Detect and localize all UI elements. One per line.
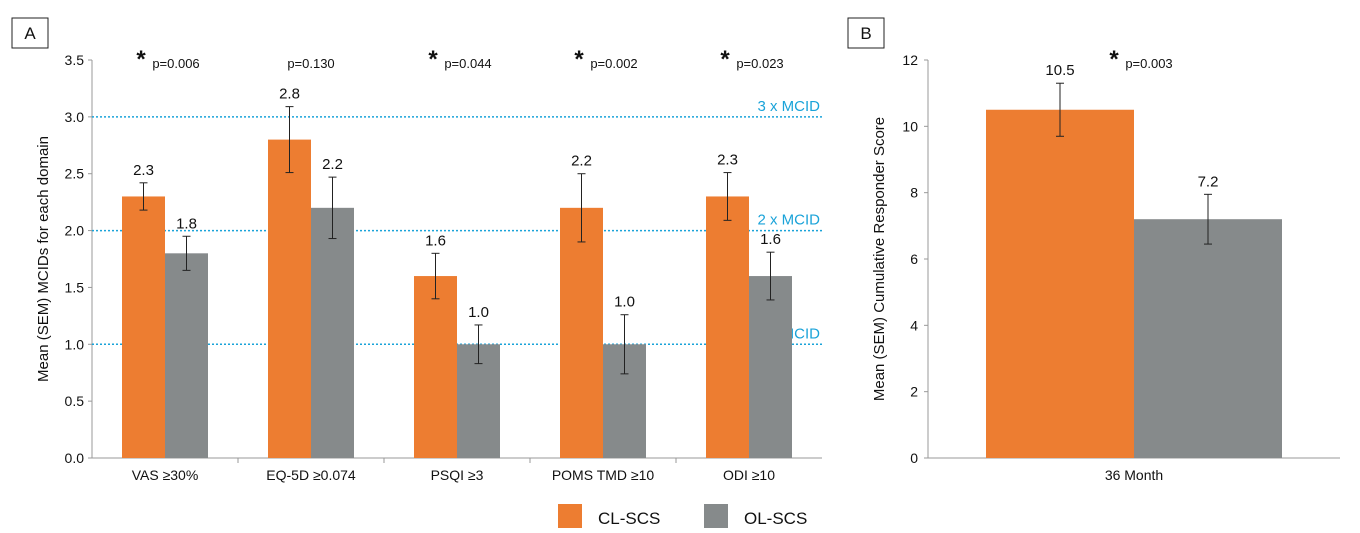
legend: CL-SCS OL-SCS — [558, 504, 807, 528]
panel-a-data-label: 2.3 — [133, 162, 154, 179]
panel-a-x-tick-label: EQ-5D ≥0.074 — [266, 467, 356, 483]
panel-a-y-tick-label: 3.0 — [65, 109, 85, 125]
panel-a-data-label: 2.2 — [571, 153, 592, 170]
panel-a-y-tick-label: 0.5 — [65, 393, 85, 409]
panel-b-data-label: 10.5 — [1045, 62, 1074, 79]
panel-a-p-value: p=0.023 — [736, 56, 783, 71]
panel-a-x-tick-label: ODI ≥10 — [723, 467, 775, 483]
panel-a-bar-cl-scs — [268, 139, 311, 458]
panel-a-mcid-label: 2 x MCID — [757, 212, 820, 229]
panel-a-y-axis-label: Mean (SEM) MCIDs for each domain — [35, 136, 52, 382]
panel-a-bar-cl-scs — [706, 196, 749, 458]
panel-b-p-value: p=0.003 — [1125, 56, 1172, 71]
panel-a-bar-ol-scs — [165, 253, 208, 458]
panel-a-data-label: 2.2 — [322, 156, 343, 173]
legend-swatch-ol-scs — [704, 504, 728, 528]
panel-b-significance-star: * — [1109, 46, 1119, 73]
panel-b-y-tick-label: 2 — [910, 384, 918, 400]
panel-a-label: A — [24, 24, 36, 43]
panel-a-data-label: 1.6 — [760, 231, 781, 248]
panel-a-data-label: 2.8 — [279, 86, 300, 103]
panel-a-bar-cl-scs — [122, 196, 165, 458]
panel-a-y-tick-label: 2.5 — [65, 166, 85, 182]
panel-b-label-box — [847, 17, 885, 49]
panel-b-x-tick-label: 36 Month — [1105, 467, 1163, 483]
panel-a: 0.0 0.5 1.0 1.5 2.0 2.5 3.0 3.5 Mean (SEM) MCIDs… — [35, 46, 822, 483]
panel-b-y-axis-label: Mean (SEM) Cumulative Responder Score — [871, 117, 888, 401]
panel-b-y-tick-label: 10 — [902, 118, 918, 134]
panel-b-bar-cl-scs — [986, 109, 1134, 458]
panel-a-data-label: 1.0 — [614, 294, 635, 311]
panel-a-bar-ol-scs — [749, 276, 792, 458]
legend-swatch-cl-scs — [558, 504, 582, 528]
panel-b-y-tick-label: 6 — [910, 251, 918, 267]
panel-a-data-label: 1.0 — [468, 304, 489, 321]
legend-label-cl-scs: CL-SCS — [598, 509, 660, 528]
panel-a-p-value: p=0.130 — [287, 56, 334, 71]
panel-b-y-tick-label: 0 — [910, 450, 918, 466]
panel-a-label-box — [11, 17, 49, 49]
panel-a-significance-star: * — [574, 46, 584, 73]
panel-a-x-tick-label: PSQI ≥3 — [431, 467, 484, 483]
panel-b-data-label: 7.2 — [1198, 173, 1219, 190]
panel-a-y-tick-label: 3.5 — [65, 52, 85, 68]
panel-b: 0 2 4 6 8 10 12 Mean (SEM) Cumulative Responder… — [871, 46, 1340, 483]
panel-a-y-tick-label: 1.5 — [65, 279, 85, 295]
panel-a-p-value: p=0.002 — [590, 56, 637, 71]
legend-label-ol-scs: OL-SCS — [744, 509, 807, 528]
panel-a-bar-ol-scs — [311, 207, 354, 458]
panel-a-data-label: 2.3 — [717, 152, 738, 169]
panel-a-p-value: p=0.006 — [152, 56, 199, 71]
panel-a-mcid-label: 3 x MCID — [757, 98, 820, 115]
panel-a-y-tick-label: 0.0 — [65, 450, 85, 466]
panel-a-x-tick-label: VAS ≥30% — [132, 467, 199, 483]
panel-a-x-tick-label: POMS TMD ≥10 — [552, 467, 655, 483]
panel-a-significance-star: * — [720, 46, 730, 73]
panel-b-y-tick-label: 12 — [902, 52, 918, 68]
panel-a-significance-star: * — [428, 46, 438, 73]
panel-a-bar-cl-scs — [414, 276, 457, 458]
panel-a-y-tick-label: 1.0 — [65, 336, 85, 352]
panel-a-significance-star: * — [136, 46, 146, 73]
panel-a-data-label: 1.6 — [425, 232, 446, 249]
panel-b-y-tick-label: 4 — [910, 317, 918, 333]
panel-a-data-label: 1.8 — [176, 215, 197, 232]
panel-a-bar-cl-scs — [560, 207, 603, 458]
panel-b-bar-ol-scs — [1134, 219, 1282, 458]
panel-b-label: B — [860, 24, 871, 43]
panel-a-y-tick-label: 2.0 — [65, 223, 85, 239]
panel-a-p-value: p=0.044 — [444, 56, 491, 71]
panel-b-y-tick-label: 8 — [910, 185, 918, 201]
